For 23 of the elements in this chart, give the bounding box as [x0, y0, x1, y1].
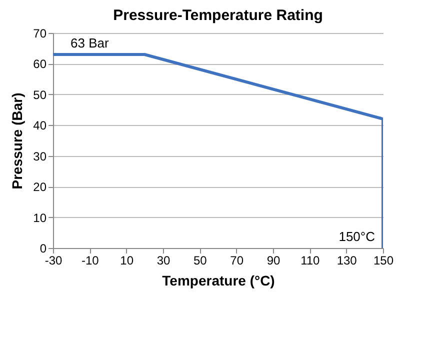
x-tick-label: 90: [266, 254, 280, 268]
x-tick-label: 70: [230, 254, 244, 268]
y-tick-label: 20: [33, 180, 47, 194]
x-tick-label: 150: [373, 254, 394, 268]
y-tick-label: 0: [40, 242, 47, 256]
y-tick-label: 60: [33, 57, 47, 72]
x-tick-label: -10: [81, 254, 100, 268]
x-tick-label: 30: [156, 254, 170, 268]
annotation: 63 Bar: [70, 36, 110, 50]
y-axis-title: Pressure (Bar): [9, 92, 26, 190]
x-tick-label: 50: [193, 254, 208, 268]
y-tick-label: 30: [33, 149, 47, 164]
annotation: 150°C: [338, 229, 375, 244]
x-tick-label: -30: [44, 254, 62, 268]
chart-title: Pressure-Temperature Rating: [113, 7, 323, 24]
y-tick-label: 50: [33, 88, 47, 102]
y-tick-label: 70: [33, 26, 47, 40]
x-tick-label: 10: [120, 254, 134, 268]
y-tick-label: 10: [33, 210, 47, 225]
x-axis-title: Temperature (°C): [162, 272, 275, 288]
y-tick-label: 40: [33, 118, 47, 133]
x-tick-label: 110: [300, 254, 320, 268]
x-tick-label: 130: [336, 254, 358, 268]
